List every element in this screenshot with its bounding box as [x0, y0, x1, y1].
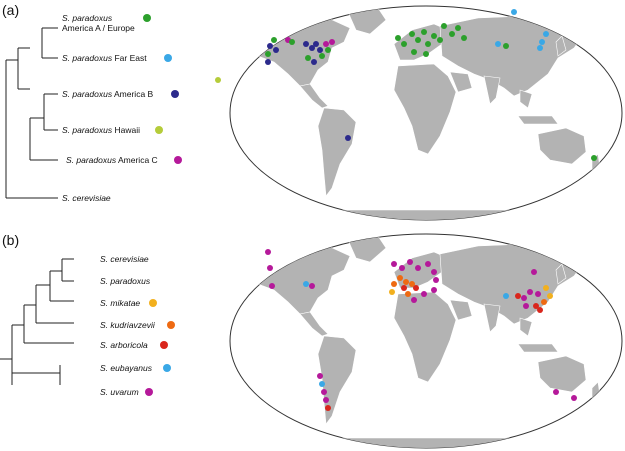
legend-dot-far-east [164, 54, 172, 62]
panel-label-a: (a) [2, 2, 20, 18]
taxon-b-kudriavzevii: S. kudriavzevii [100, 320, 155, 330]
taxon-b-paradoxus: S. paradoxus [100, 276, 151, 286]
legend-dot-uvarum [145, 388, 153, 396]
legend-dot-mikatae [149, 299, 157, 307]
panel-label-b: (b) [2, 232, 20, 248]
taxon-b-arboricola: S. arboricola [100, 340, 148, 350]
world-map-b [228, 232, 624, 450]
taxon-a-cerevisiae: S. cerevisiae [62, 193, 111, 203]
taxon-b-cerevisiae: S. cerevisiae [100, 254, 149, 264]
taxon-a-america-a-europe: S. paradoxus America A / Europe [62, 13, 135, 33]
legend-dot-america-a-europe [143, 14, 151, 22]
taxon-b-mikatae: S. mikatae [100, 298, 141, 308]
legend-dot-hawaii [155, 126, 163, 134]
legend-dot-kudriavzevii [167, 321, 175, 329]
sample-dot-hawaii [215, 77, 221, 83]
phylogenetic-tree-b [0, 258, 74, 385]
world-map-b-svg [229, 233, 623, 449]
taxon-a-america-c: S. paradoxus America C [66, 155, 158, 165]
taxon-a-far-east: S. paradoxus Far East [62, 53, 147, 63]
taxon-a-america-b: S. paradoxus America B [62, 89, 154, 99]
legend-dot-america-b [171, 90, 179, 98]
phylogenetic-tree-a [5, 27, 58, 199]
taxon-b-uvarum: S. uvarum [100, 387, 139, 397]
legend-dot-america-c [174, 156, 182, 164]
world-map-a-svg [229, 5, 623, 221]
legend-dot-arboricola [160, 341, 168, 349]
legend-dot-eubayanus [163, 364, 171, 372]
taxon-b-eubayanus: S. eubayanus [100, 363, 152, 373]
world-map-a [228, 4, 624, 222]
taxon-a-hawaii: S. paradoxus Hawaii [62, 125, 140, 135]
